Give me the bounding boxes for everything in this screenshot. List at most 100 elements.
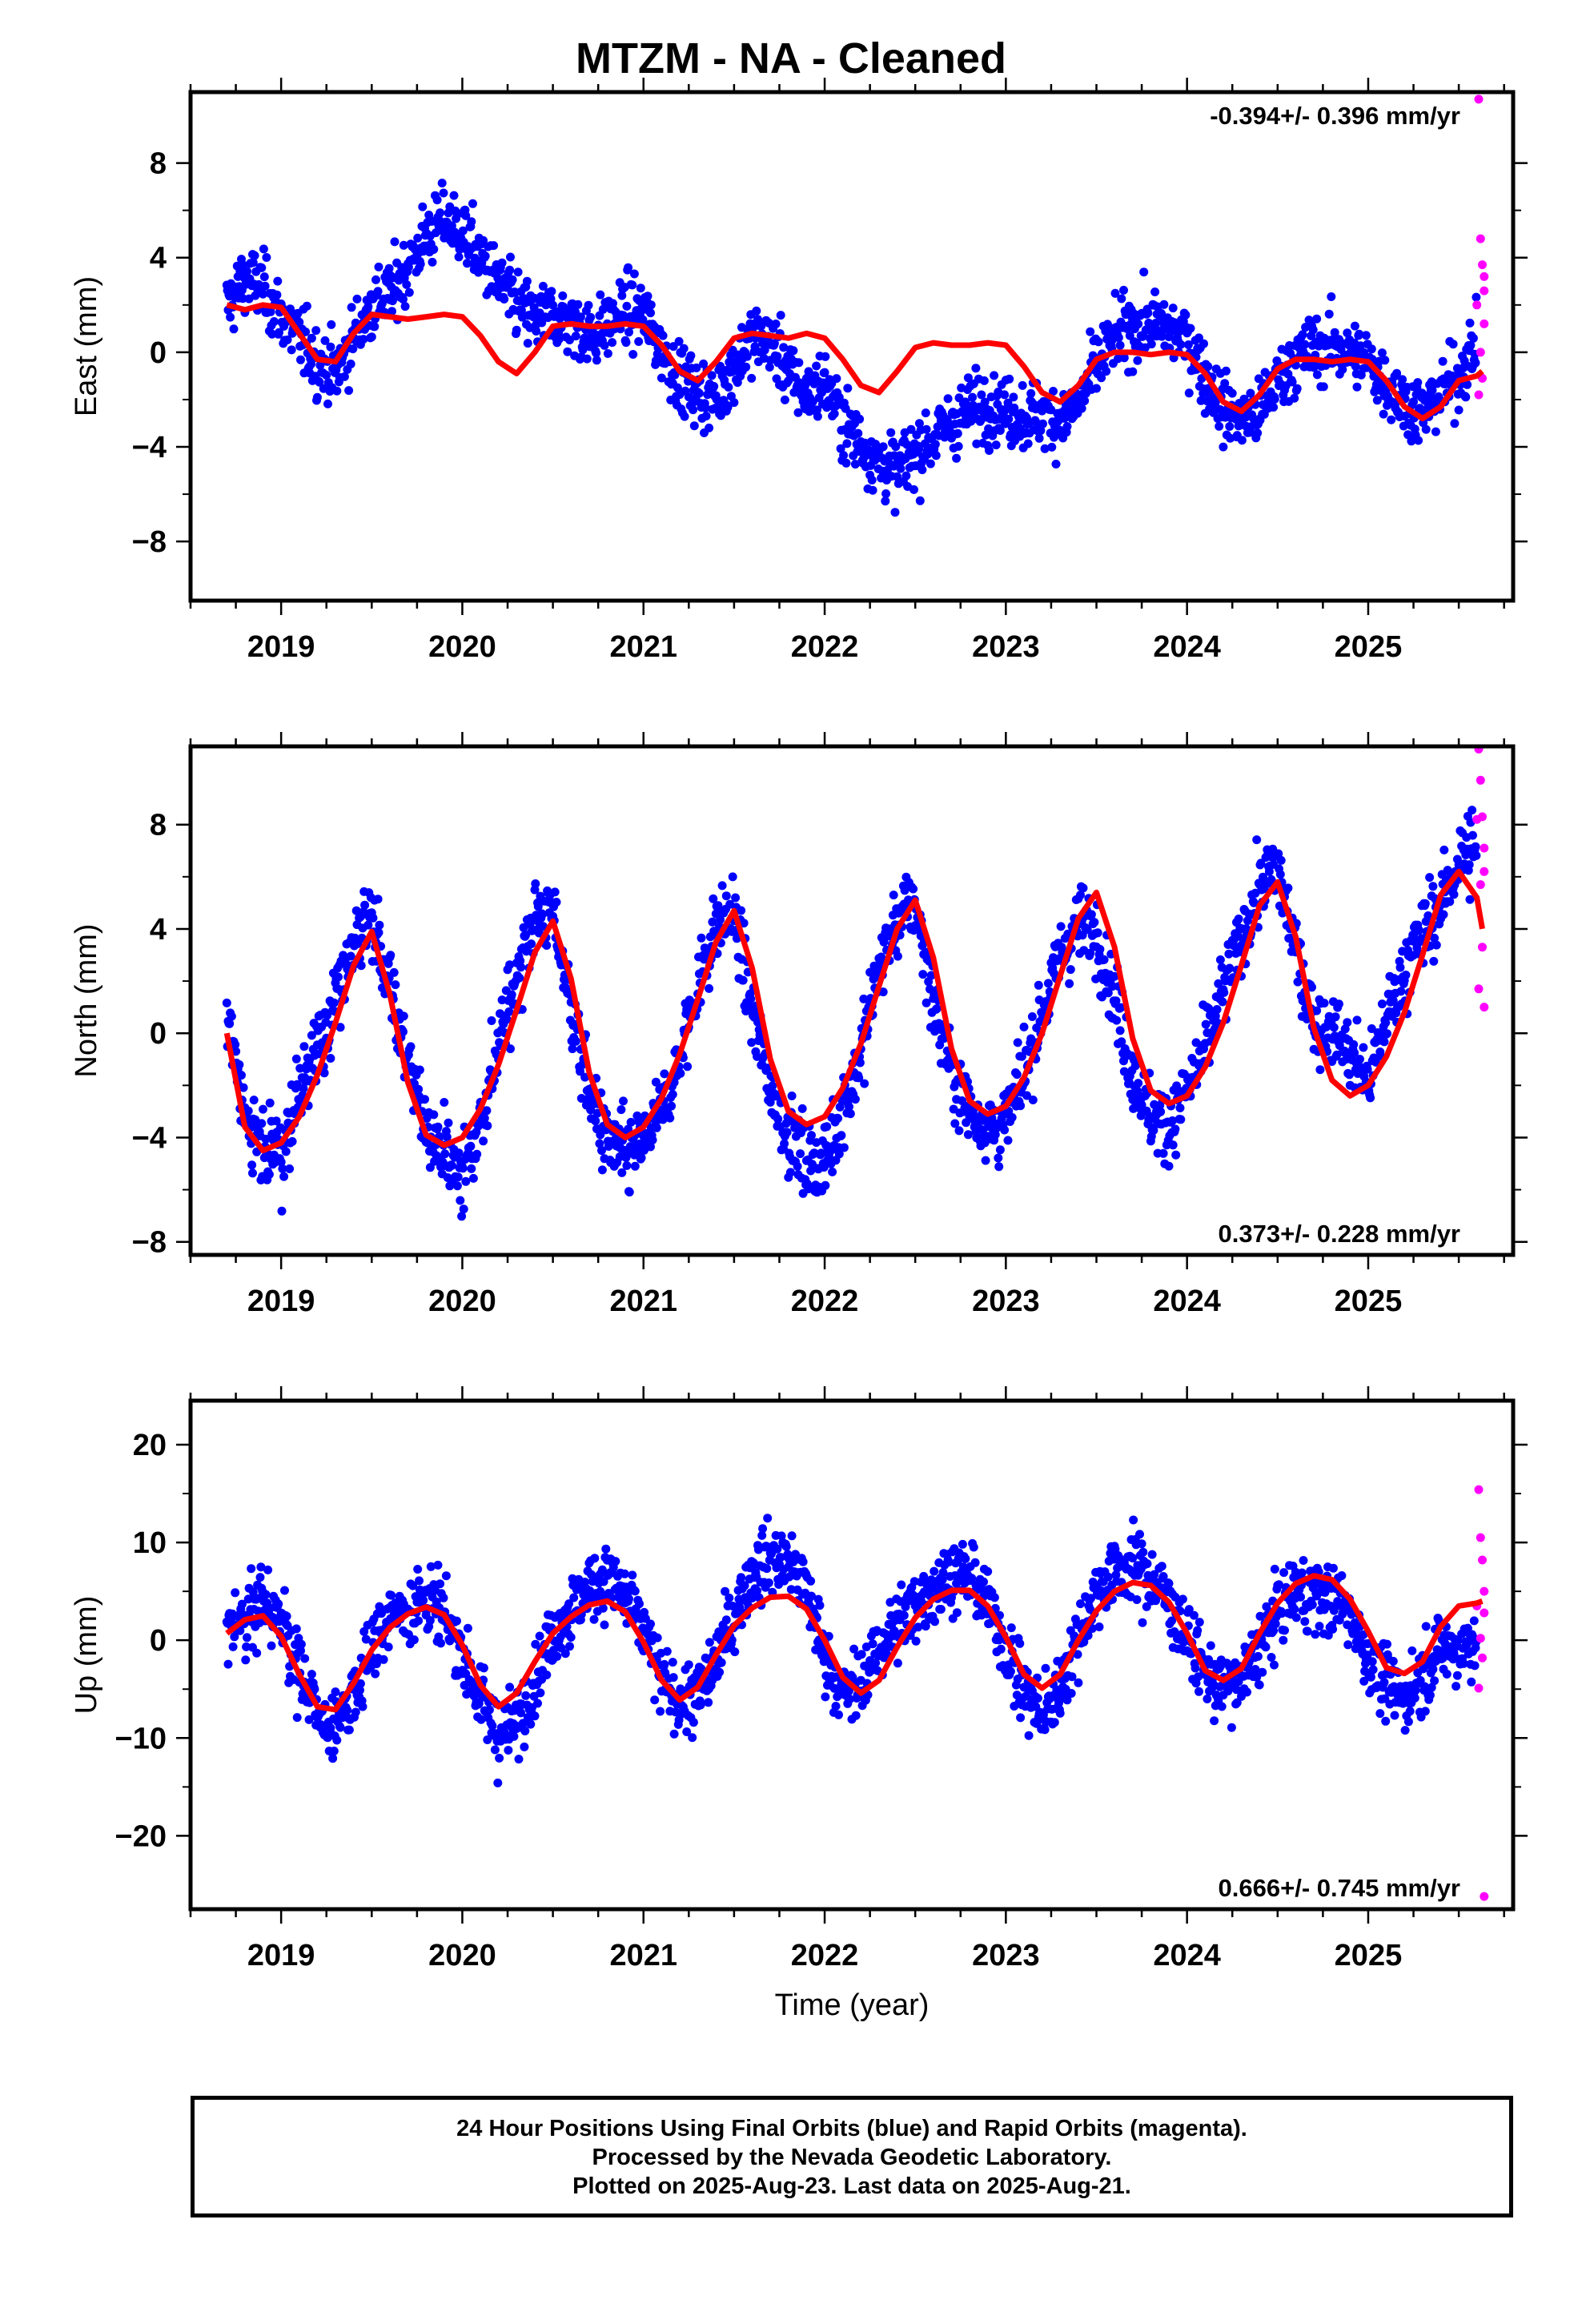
final-orbit-point <box>508 275 517 284</box>
final-orbit-point <box>1269 403 1279 412</box>
final-orbit-point <box>793 408 803 417</box>
final-orbit-point <box>307 1670 316 1679</box>
final-orbit-point <box>373 287 383 296</box>
final-orbit-point <box>1425 873 1435 883</box>
final-orbit-point <box>1115 1026 1125 1035</box>
final-orbit-point <box>1082 925 1092 935</box>
final-orbit-point <box>624 328 633 337</box>
final-orbit-point <box>509 1731 519 1741</box>
final-orbit-point <box>938 1575 947 1585</box>
final-orbit-point <box>794 358 804 368</box>
final-orbit-point <box>228 1642 238 1651</box>
final-orbit-point <box>845 1687 853 1695</box>
final-orbit-point <box>311 326 321 336</box>
final-orbit-point <box>808 397 817 407</box>
final-orbit-point <box>624 1594 633 1603</box>
x-tick-label: 2021 <box>609 630 677 664</box>
final-orbit-point <box>857 1650 866 1659</box>
plot-area <box>222 94 1489 517</box>
final-orbit-point <box>1414 436 1423 445</box>
final-orbit-point <box>457 1212 467 1221</box>
final-orbit-point <box>291 1054 301 1063</box>
final-orbit-point <box>1164 1161 1174 1171</box>
final-orbit-point <box>479 1663 488 1673</box>
final-orbit-point <box>389 967 399 977</box>
final-orbit-point <box>1465 895 1475 904</box>
final-orbit-point <box>1372 396 1382 405</box>
final-orbit-point <box>1350 321 1359 331</box>
final-orbit-point <box>409 1635 419 1645</box>
x-tick-label: 2020 <box>428 1939 496 1972</box>
final-orbit-point <box>742 352 752 361</box>
final-orbit-point <box>453 1172 463 1182</box>
final-orbit-point <box>909 1577 919 1586</box>
final-orbit-point <box>433 1560 443 1570</box>
final-orbit-point <box>893 472 902 481</box>
final-orbit-point <box>776 1553 785 1562</box>
final-orbit-point <box>1423 911 1433 920</box>
final-orbit-point <box>580 1578 590 1586</box>
final-orbit-point <box>981 1156 990 1165</box>
final-orbit-point <box>222 998 231 1007</box>
final-orbit-point <box>797 1104 807 1113</box>
final-orbit-point <box>373 895 383 904</box>
final-orbit-point <box>828 1167 837 1176</box>
final-orbit-point <box>1108 982 1117 991</box>
rapid-orbit-point <box>1472 814 1482 824</box>
final-orbit-point <box>1413 378 1423 388</box>
final-orbit-point <box>229 324 239 334</box>
final-orbit-point <box>1430 933 1439 943</box>
final-orbit-point <box>1086 327 1095 336</box>
final-orbit-point <box>1218 997 1227 1007</box>
final-orbit-point <box>449 191 459 200</box>
final-orbit-point <box>821 1180 830 1190</box>
final-orbit-point <box>1468 830 1477 840</box>
final-orbit-point <box>1133 1087 1142 1096</box>
x-tick-label: 2025 <box>1335 1939 1403 1972</box>
final-orbit-point <box>845 1102 853 1112</box>
final-orbit-point <box>1464 860 1474 870</box>
final-orbit-point <box>280 1586 289 1595</box>
final-orbit-point <box>841 458 851 468</box>
final-orbit-point <box>1290 393 1299 403</box>
final-orbit-point <box>787 1092 797 1100</box>
final-orbit-point <box>1293 977 1303 987</box>
final-orbit-point <box>1287 377 1297 387</box>
rapid-orbit-point <box>1480 1003 1489 1012</box>
final-orbit-point <box>921 408 930 418</box>
final-orbit-point <box>550 887 560 897</box>
final-orbit-point <box>296 355 305 364</box>
final-orbit-point <box>1350 1048 1359 1058</box>
final-orbit-point <box>1049 387 1058 396</box>
final-orbit-point <box>1421 424 1431 434</box>
final-orbit-point <box>467 217 476 227</box>
final-orbit-point <box>1036 426 1046 436</box>
final-orbit-point <box>1308 325 1318 335</box>
final-orbit-point <box>786 1585 796 1594</box>
final-orbit-point <box>346 951 355 961</box>
final-orbit-point <box>320 336 330 345</box>
final-orbit-point <box>813 412 822 421</box>
final-orbit-point <box>414 1616 424 1626</box>
final-orbit-point <box>252 1648 262 1658</box>
final-orbit-point <box>1225 963 1235 973</box>
final-orbit-point <box>707 371 717 380</box>
final-orbit-point <box>622 1161 632 1170</box>
final-orbit-point <box>1327 292 1336 301</box>
final-orbit-point <box>820 368 829 377</box>
final-orbit-point <box>1312 370 1322 380</box>
final-orbit-point <box>855 1058 865 1068</box>
final-orbit-point <box>296 1639 306 1649</box>
final-orbit-point <box>582 354 592 364</box>
final-orbit-point <box>1395 963 1405 972</box>
final-orbit-point <box>963 373 973 383</box>
final-orbit-point <box>784 376 793 385</box>
final-orbit-point <box>834 1149 844 1159</box>
final-orbit-point <box>1168 304 1178 313</box>
final-orbit-point <box>1143 308 1153 318</box>
final-orbit-point <box>468 1173 478 1183</box>
final-orbit-point <box>439 1593 448 1602</box>
final-orbit-point <box>994 1153 1003 1163</box>
final-orbit-point <box>1195 333 1203 343</box>
final-orbit-point <box>479 235 488 245</box>
